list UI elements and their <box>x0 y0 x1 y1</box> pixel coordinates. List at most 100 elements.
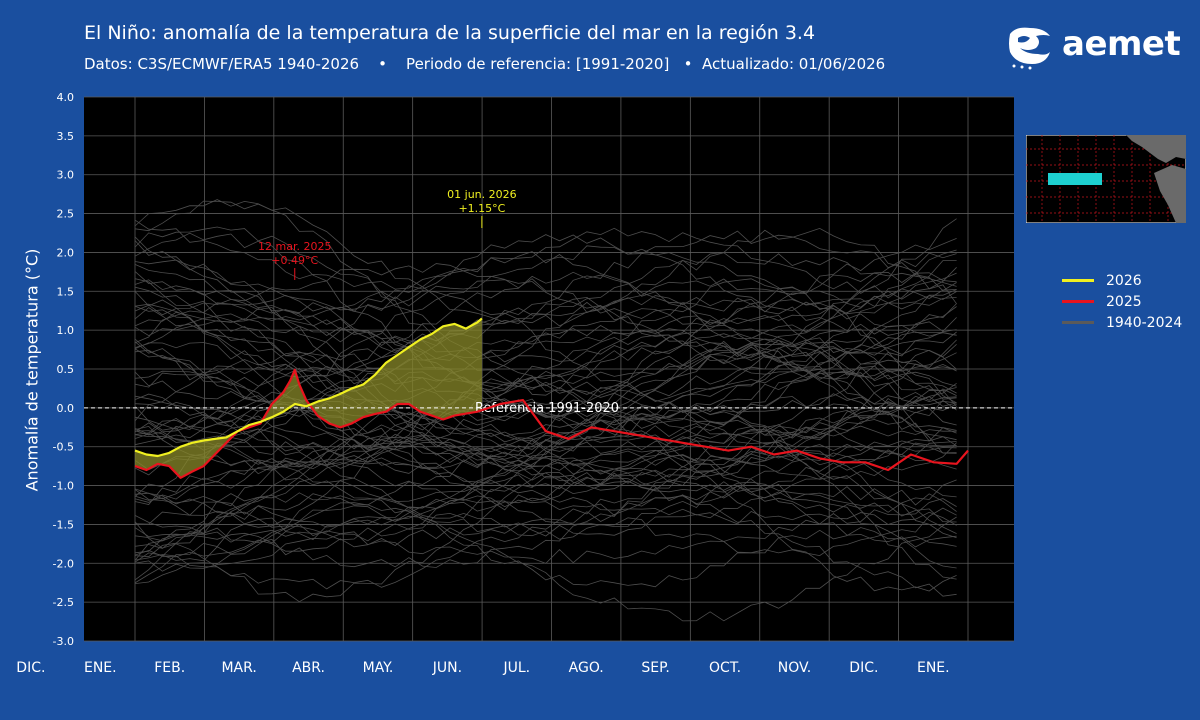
anomaly-fill <box>135 318 482 478</box>
historical-line <box>134 278 957 534</box>
historical-line <box>134 297 957 446</box>
y-tick-label: 0.0 <box>57 402 75 415</box>
series-lines <box>134 317 969 479</box>
historical-line <box>134 289 957 581</box>
historical-line <box>134 345 957 502</box>
historical-line <box>134 505 957 622</box>
annotation-date: 12 mar. 2025 <box>258 240 331 253</box>
y-tick-label: 3.0 <box>57 169 75 182</box>
x-tick-label: DIC. <box>16 660 45 676</box>
x-tick-label: MAY. <box>363 660 394 676</box>
legend-label-historical: 1940-2024 <box>1106 314 1183 331</box>
chart-title: El Niño: anomalía de la temperatura de l… <box>84 22 816 44</box>
x-tick-label: MAR. <box>221 660 256 676</box>
historical-line <box>134 331 957 445</box>
historical-line <box>134 260 957 549</box>
x-tick-label: NOV. <box>778 660 811 676</box>
historical-line <box>134 199 957 327</box>
historical-line <box>134 388 957 584</box>
historical-line <box>134 403 957 568</box>
y-tick-label: -0.5 <box>53 441 74 454</box>
historical-line <box>134 303 957 558</box>
historical-line <box>134 405 957 513</box>
y-tick-labels: 4.0 3.5 3.0 2.5 2.0 1.5 1.0 0.5 0.0 -0.5 -1.0 -1.5 -… <box>53 91 74 648</box>
historical-line <box>134 291 957 437</box>
x-tick-labels: DIC. ENE. FEB. MAR. ABR. MAY. JUN. JUL. AGO. SEP.… <box>16 660 949 676</box>
x-tick-label: ENE. <box>84 660 117 676</box>
historical-line <box>134 331 957 525</box>
historical-line <box>134 278 957 455</box>
y-tick-label: -1.5 <box>53 518 74 531</box>
historical-line <box>134 219 957 299</box>
legend-swatch-2026 <box>1062 279 1094 282</box>
historical-line <box>134 279 957 370</box>
y-tick-label: -2.0 <box>53 557 74 570</box>
historical-line <box>134 272 957 476</box>
historical-line <box>134 286 957 487</box>
historical-line <box>134 416 957 516</box>
legend-label-2026: 2026 <box>1106 272 1142 289</box>
historical-line <box>134 376 957 439</box>
y-tick-label: 2.5 <box>57 208 75 221</box>
y-tick-label: 0.5 <box>57 363 75 376</box>
historical-line <box>134 305 957 592</box>
x-tick-label: FEB. <box>154 660 185 676</box>
aemet-emblem-icon <box>1009 27 1050 70</box>
historical-line <box>134 236 957 381</box>
historical-line <box>134 393 957 512</box>
y-tick-label: -3.0 <box>53 635 74 648</box>
reference-label: Referencia 1991-2020 <box>475 401 619 416</box>
legend: 2026 2025 1940-2024 <box>1062 270 1182 333</box>
historical-line <box>134 294 957 426</box>
legend-item-historical: 1940-2024 <box>1062 312 1182 333</box>
historical-line <box>134 434 957 541</box>
historical-line <box>134 445 957 540</box>
x-tick-label: JUN. <box>432 660 462 676</box>
historical-line <box>134 495 957 564</box>
historical-line <box>134 238 957 363</box>
legend-label-2025: 2025 <box>1106 293 1142 310</box>
annotation-date: 01 jun. 2026 <box>447 188 516 201</box>
legend-swatch-2025 <box>1062 300 1094 303</box>
historical-line <box>134 334 957 470</box>
historical-line <box>134 234 957 321</box>
annotations: 12 mar. 2025+0.49°C 01 jun. 2026+1.15°C <box>258 188 517 280</box>
x-tick-label: ABR. <box>292 660 325 676</box>
y-tick-label: -1.0 <box>53 480 74 493</box>
historical-line <box>134 400 957 544</box>
y-tick-label: 1.5 <box>57 285 75 298</box>
x-tick-label: AGO. <box>569 660 604 676</box>
annotation-value: +0.49°C <box>271 254 318 267</box>
historical-line <box>134 259 957 580</box>
y-tick-label: 3.5 <box>57 130 75 143</box>
historical-line <box>134 339 957 528</box>
historical-line <box>134 441 957 597</box>
historical-line <box>134 252 957 440</box>
chart-subtitle: Datos: C3S/ECMWF/ERA5 1940-2026 • Period… <box>84 55 886 73</box>
aemet-logo: aemet <box>1006 24 1192 72</box>
x-tick-label: DIC. <box>849 660 878 676</box>
legend-swatch-historical <box>1062 321 1094 324</box>
series-line-2026 <box>134 317 483 458</box>
nino34-region-map <box>1025 134 1187 224</box>
y-tick-label: 2.0 <box>57 246 75 259</box>
x-tick-label: ENE. <box>917 660 950 676</box>
historical-line <box>134 308 957 432</box>
historical-line <box>134 493 957 588</box>
historical-line <box>134 240 957 332</box>
historical-line <box>134 422 957 543</box>
legend-item-2026: 2026 <box>1062 270 1182 291</box>
y-tick-label: -2.5 <box>53 596 74 609</box>
historical-line <box>134 263 957 380</box>
historical-line <box>134 348 957 539</box>
historical-line <box>134 226 957 403</box>
x-tick-label: JUL. <box>502 660 530 676</box>
fill-area-2026-vs-2025 <box>135 318 482 478</box>
x-tick-label: OCT. <box>709 660 741 676</box>
historical-line <box>134 342 957 503</box>
y-tick-label: 4.0 <box>57 91 75 104</box>
historical-line <box>134 507 957 590</box>
x-tick-label: SEP. <box>641 660 669 676</box>
historical-line <box>134 249 957 563</box>
